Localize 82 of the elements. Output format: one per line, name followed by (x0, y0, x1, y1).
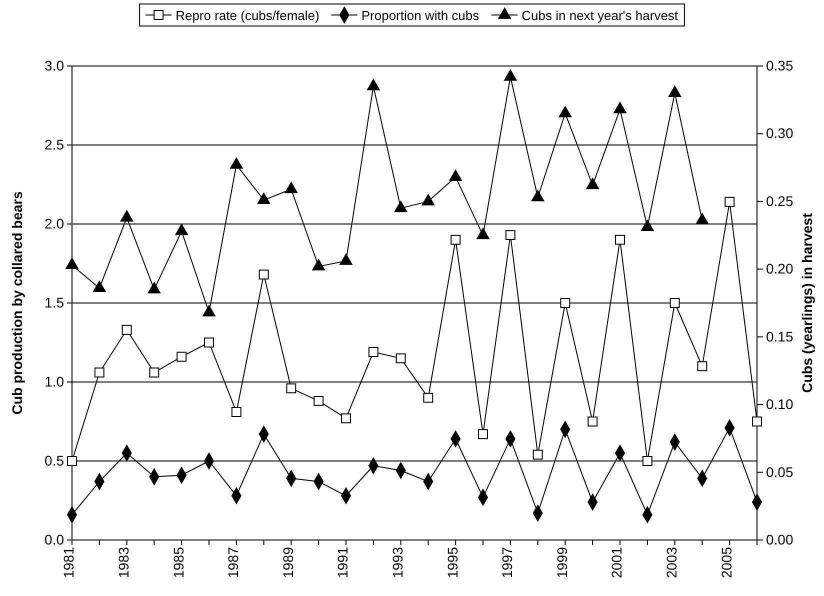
point (286, 383, 296, 394)
point (476, 228, 490, 240)
point (231, 407, 242, 417)
point (532, 450, 543, 460)
y2-tick-label: 0.05 (766, 464, 794, 480)
y2-tick-label: 0.35 (766, 57, 794, 74)
point (284, 182, 298, 194)
point (560, 298, 570, 308)
x-tick-label: 1985 (170, 546, 186, 578)
point (697, 361, 708, 372)
point (148, 282, 161, 294)
point (423, 392, 434, 403)
x-tick-label: 1981 (60, 546, 77, 578)
x-tick-label: 1995 (444, 546, 460, 578)
point (668, 86, 682, 97)
y2-tick-label: 0.10 (766, 396, 794, 412)
x-tick-label: 1987 (225, 546, 242, 578)
point (558, 106, 572, 118)
point (341, 413, 351, 424)
y2-axis-title: Cubs (yearlings) in harvest (799, 212, 815, 393)
x-tick-label: 2003 (664, 546, 680, 578)
point (396, 353, 406, 364)
point (696, 213, 709, 224)
point (642, 456, 652, 466)
x-tick-label: 1993 (390, 546, 406, 578)
point (531, 190, 544, 202)
point (614, 102, 626, 114)
y-tick-label: 1.5 (44, 294, 64, 310)
x-tick-label: 1999 (554, 546, 570, 578)
x-tick-label: 2001 (608, 546, 625, 578)
point (670, 298, 680, 308)
point (504, 70, 517, 81)
y2-tick-label: 0.20 (766, 260, 794, 277)
point (422, 194, 435, 206)
point (394, 200, 408, 212)
x-tick-label: 1991 (334, 546, 351, 578)
point (258, 270, 269, 280)
y-tick-label: 2.5 (44, 136, 64, 152)
point (230, 158, 243, 169)
point (724, 196, 735, 207)
x-tick-label: 1989 (280, 546, 296, 578)
y2-tick-label: 0.25 (766, 192, 794, 209)
point (586, 178, 599, 190)
point (204, 338, 214, 348)
point (505, 230, 516, 240)
point (615, 234, 625, 245)
point (588, 416, 598, 426)
y-tick-label: 1.0 (44, 373, 64, 390)
y2-tick-label: 0.00 (766, 531, 794, 548)
y2-tick-label: 0.15 (766, 328, 794, 344)
point (641, 220, 654, 232)
point (120, 210, 134, 222)
point (122, 324, 132, 335)
point (202, 305, 216, 316)
x-tick-label: 1983 (116, 546, 132, 578)
point (450, 234, 461, 245)
point (478, 429, 488, 440)
y-tick-label: 3.0 (44, 57, 64, 74)
point (449, 170, 462, 181)
x-tick-label: 2005 (718, 546, 734, 578)
point (149, 368, 160, 378)
x-tick-label: 1997 (499, 546, 516, 578)
y-tick-label: 0.0 (44, 531, 64, 548)
point (176, 352, 187, 362)
y-tick-label: 2.0 (44, 215, 64, 232)
point (367, 79, 380, 90)
point (257, 192, 270, 204)
point (93, 280, 106, 292)
y-axis-title: Cub production by collared bears (9, 191, 25, 415)
point (314, 396, 324, 406)
point (368, 347, 378, 357)
legend-label: Repro rate (cubs/female) (176, 8, 320, 23)
y-tick-label: 0.5 (44, 452, 64, 468)
legend-label: Proportion with cubs (361, 8, 480, 23)
point (94, 368, 104, 378)
point (175, 224, 188, 236)
legend-label: Cubs in next year's harvest (522, 8, 678, 23)
y2-tick-label: 0.30 (766, 125, 794, 142)
point (752, 416, 762, 426)
point (312, 259, 325, 270)
point (340, 254, 352, 265)
point (66, 258, 78, 269)
